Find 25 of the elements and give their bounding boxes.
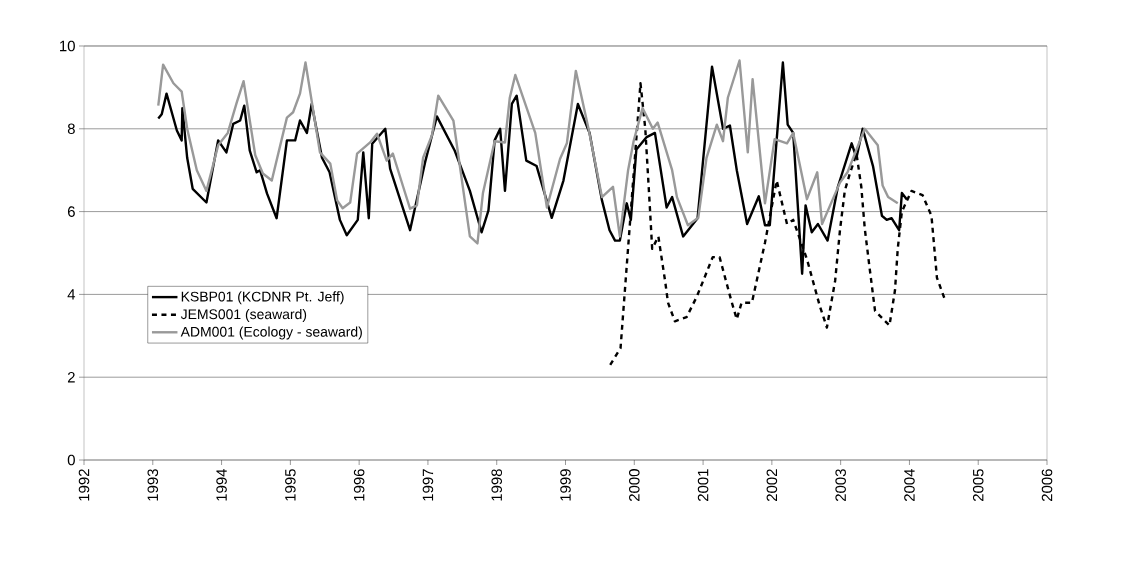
x-tick-label: 1999 [560, 469, 571, 501]
x-tick-label: 2002 [766, 469, 778, 502]
y-tick-label: 10 [60, 40, 75, 52]
y-tick-label: 2 [67, 371, 75, 383]
x-tick-label: 1994 [216, 468, 227, 501]
x-tick-label: 1998 [491, 469, 503, 501]
x-tick-label: 1992 [78, 469, 90, 501]
x-tick-label: 2003 [835, 469, 846, 502]
legend-label: JEMS001 (seaward) [180, 308, 307, 322]
x-tick-label: 1996 [353, 469, 365, 501]
x-tick-label: 1993 [147, 469, 159, 501]
legend-label: ADM001 (Ecology - seaward) [180, 326, 362, 340]
x-tick-label: 1995 [285, 469, 296, 501]
x-tick-label: 2001 [697, 469, 709, 502]
legend-label: KSBP01 (KCDNR Pt. Jeff) [181, 291, 344, 305]
x-tick-label: 2006 [1041, 469, 1053, 502]
x-tick-label: 1997 [422, 469, 434, 501]
x-tick-label: 2005 [972, 469, 984, 502]
x-tick-label: 2004 [904, 468, 915, 502]
y-tick-label: 0 [67, 454, 75, 466]
y-tick-label: 6 [67, 206, 75, 217]
line-series [157, 59, 899, 245]
y-tick-label: 4 [67, 289, 76, 300]
x-tick-label: 2000 [629, 469, 640, 502]
y-tick-label: 8 [67, 123, 75, 135]
